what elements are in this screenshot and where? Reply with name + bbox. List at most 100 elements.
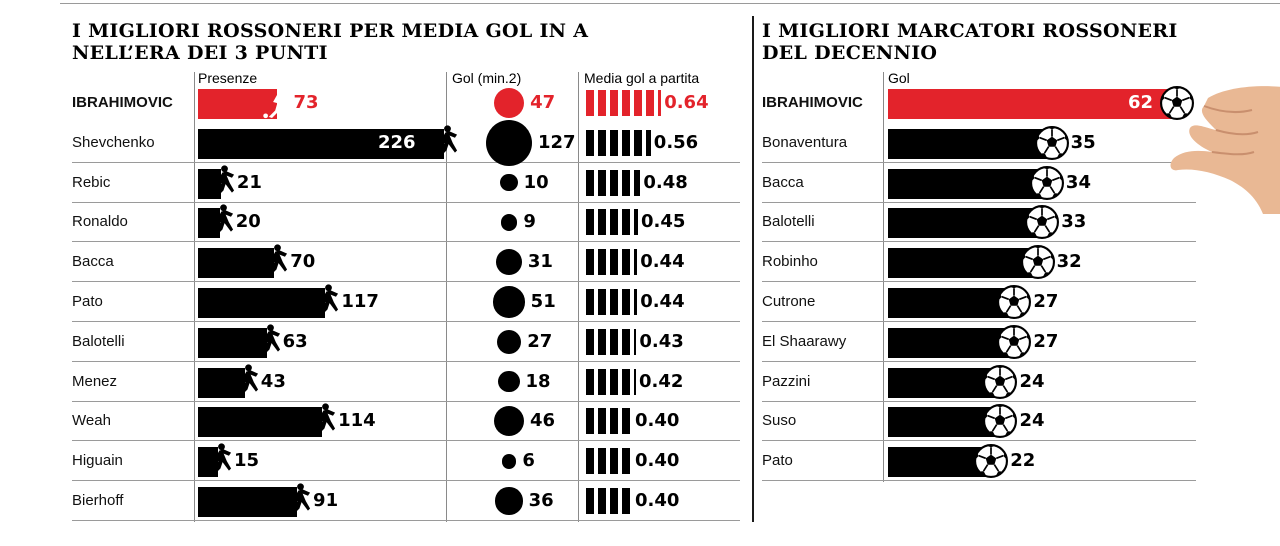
gol-bar [888, 248, 1037, 279]
media-segment [586, 169, 594, 196]
gol-bar [888, 447, 991, 478]
player-name: Rebic [72, 173, 111, 191]
media-value: 0.44 [640, 291, 685, 312]
media-segment [586, 488, 594, 514]
presenze-bar [198, 128, 444, 159]
media-segment [598, 289, 606, 315]
presenze-value: 117 [341, 291, 379, 312]
media-segment [634, 249, 638, 276]
gol-dot [498, 371, 520, 393]
gol-dot [496, 329, 522, 354]
player-name: Bacca [72, 253, 114, 271]
gol-bar [888, 288, 1014, 318]
left-title-line-2: NELL’ERA DEI 3 PUNTI [72, 42, 328, 64]
gol-bar [888, 168, 1046, 199]
row-divider [72, 360, 740, 362]
media-value: 0.56 [653, 131, 699, 153]
gol-value: 10 [523, 171, 549, 193]
media-segment [634, 129, 642, 156]
media-segment [610, 448, 618, 475]
row-divider [762, 440, 1196, 442]
table-row: Bacca 34 [0, 163, 1280, 203]
media-value: 0.64 [664, 92, 709, 113]
presenze-value: 73 [293, 92, 319, 113]
media-value: 0.43 [639, 330, 684, 352]
divider-presenze [446, 72, 447, 522]
presenze-bar [198, 447, 218, 478]
media-value: 0.45 [641, 211, 686, 233]
media-segment [610, 488, 618, 514]
row-divider [762, 281, 1196, 283]
top-rule [60, 3, 1280, 4]
table-row: Balotelli 33 [0, 202, 1280, 243]
player-kicking-icon [252, 324, 280, 357]
media-segment [622, 488, 630, 514]
media-value: 0.44 [640, 251, 685, 273]
player-name: Bacca [762, 173, 804, 191]
row-divider [762, 241, 1196, 243]
gol-value: 127 [538, 131, 576, 153]
divider-names [194, 72, 195, 522]
table-row: IBRAHIMOVIC 73 47 0.64 [0, 83, 740, 123]
gol-dot [496, 249, 522, 276]
player-kicking-icon [263, 85, 291, 119]
presenze-bar [198, 407, 323, 438]
soccer-ball-icon [1020, 245, 1055, 280]
media-segment [586, 328, 594, 355]
player-name: Cutrone [762, 293, 816, 310]
row-divider [762, 400, 1196, 402]
presenze-bar [198, 168, 221, 199]
row-divider [72, 520, 740, 521]
col-header-gol-right: Gol [888, 70, 910, 86]
player-kicking-icon [204, 443, 232, 477]
table-row: El Shaarawy 27 [0, 322, 1280, 362]
media-segment [646, 129, 651, 156]
gol-value: 24 [1019, 410, 1045, 432]
player-name: Robinho [762, 253, 818, 271]
media-segment [598, 448, 606, 475]
presenze-value: 43 [260, 370, 286, 392]
row-divider [72, 241, 740, 243]
media-segment [610, 249, 618, 276]
media-segment [622, 368, 630, 395]
table-row: Ronaldo 20 9 0.45 [0, 202, 740, 243]
soccer-ball-icon [1029, 165, 1064, 200]
media-segment [622, 408, 630, 435]
media-segment [586, 448, 594, 475]
divider-gol [578, 72, 579, 522]
row-divider [72, 321, 740, 322]
gol-dot [486, 119, 532, 166]
presenze-value: 20 [235, 211, 261, 233]
player-name: IBRAHIMOVIC [762, 94, 863, 111]
media-segment [622, 129, 630, 156]
row-divider [72, 480, 740, 482]
media-segment [598, 209, 606, 236]
gol-dot [493, 87, 525, 119]
gol-value: 27 [1033, 291, 1059, 312]
soccer-ball-icon [1025, 205, 1060, 240]
row-divider [762, 161, 1196, 163]
player-name: Pato [762, 452, 793, 470]
table-row: Balotelli 63 27 0.43 [0, 322, 740, 362]
player-kicking-icon [311, 284, 339, 318]
row-divider [72, 400, 740, 402]
divider-names-right [883, 72, 884, 482]
gol-value: 62 [1128, 92, 1154, 113]
presenze-bar [198, 367, 245, 398]
soccer-ball-icon [997, 285, 1032, 319]
row-divider [762, 201, 1196, 203]
player-kicking-icon [231, 363, 258, 397]
row-divider [72, 161, 740, 163]
gol-value: 18 [525, 370, 551, 392]
gol-value: 27 [1033, 330, 1059, 352]
row-divider [72, 201, 740, 203]
gol-value: 22 [1010, 450, 1036, 472]
player-name: El Shaarawy [762, 332, 847, 350]
player-name: IBRAHIMOVIC [72, 94, 173, 111]
player-kicking-icon [283, 483, 311, 517]
media-segment [610, 169, 618, 196]
player-name: Menez [72, 372, 118, 390]
player-name: Balotelli [762, 213, 815, 231]
presenze-value: 21 [236, 171, 262, 193]
gol-value: 33 [1061, 211, 1087, 233]
